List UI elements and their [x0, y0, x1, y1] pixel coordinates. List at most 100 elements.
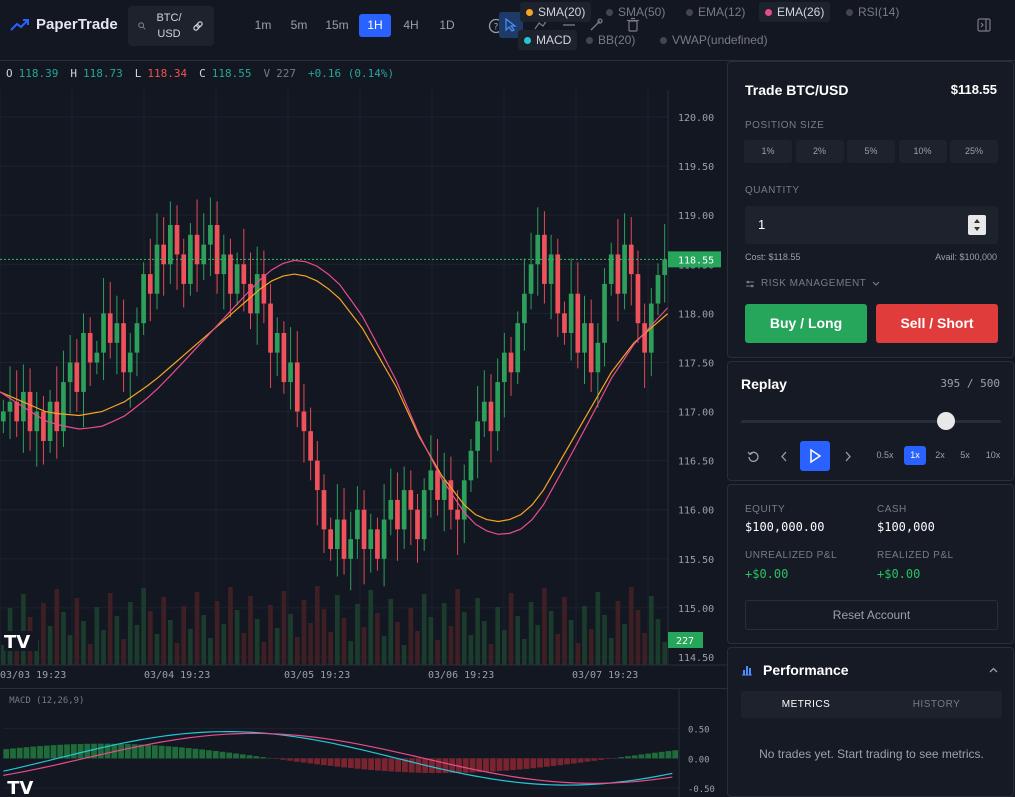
step-back-icon[interactable] [779, 451, 789, 462]
replay-speed-1x[interactable]: 1x [904, 446, 926, 465]
replay-slider-thumb[interactable] [937, 412, 956, 430]
performance-panel: Performance METRICS HISTORY No trades ye… [727, 647, 1014, 797]
indicator-toggle[interactable]: RSI(14) [840, 2, 905, 22]
candle-body [114, 323, 120, 343]
sma20-line [0, 273, 669, 523]
sidebar-toggle-icon[interactable] [977, 18, 991, 32]
macd-histogram-bar [280, 758, 287, 760]
position-size-button[interactable]: 25% [950, 140, 998, 163]
quantity-stepper[interactable] [968, 215, 986, 235]
volume-bar [34, 640, 40, 665]
timeframe-5m[interactable]: 5m [290, 18, 308, 32]
volume-bar [588, 629, 594, 665]
indicator-toggle[interactable]: BB(20) [580, 30, 641, 50]
trending-up-icon [10, 18, 29, 31]
indicator-color-dot [526, 8, 533, 16]
cash-value: $100,000 [877, 520, 935, 534]
volume-bar [67, 635, 73, 665]
macd-histogram-bar [354, 758, 361, 769]
close-value: 118.55 [211, 67, 252, 80]
candle-body [635, 274, 641, 324]
tradingview-logo-macd: TV [7, 778, 33, 797]
indicator-color-dot [586, 36, 593, 44]
reset-icon[interactable] [747, 450, 760, 463]
timeframe-15m[interactable]: 15m [325, 18, 349, 32]
replay-slider-track[interactable] [741, 420, 1001, 423]
quantity-label: QUANTITY [745, 185, 800, 196]
candle-body [274, 333, 280, 353]
risk-management-toggle[interactable]: RISK MANAGEMENT [745, 278, 880, 289]
macd-histogram-bar [469, 758, 476, 773]
volume-bar [234, 610, 240, 665]
macd-axis-label: -0.50 [688, 785, 715, 795]
ema26-line [0, 259, 669, 535]
volume-bar [294, 637, 300, 665]
chevron-up-icon[interactable] [989, 667, 998, 673]
indicator-toggle[interactable]: SMA(50) [600, 2, 671, 22]
volume-bar [595, 592, 601, 665]
ohlc-legend: O 118.39 H 118.73 L 118.34 C 118.55 V 227 +0.… [6, 67, 394, 80]
app-logo[interactable]: PaperTrade [10, 16, 118, 33]
brush-icon[interactable] [589, 18, 603, 32]
macd-histogram-bar [503, 758, 510, 771]
step-forward-icon[interactable] [843, 451, 853, 462]
macd-histogram-bar [456, 758, 462, 773]
horizontal-line-icon[interactable] [562, 18, 576, 32]
candle-body [181, 254, 187, 284]
candle-body [81, 333, 86, 392]
replay-speed-2x[interactable]: 2x [935, 450, 945, 460]
candle-body [395, 499, 400, 530]
volume-bar [575, 643, 581, 665]
volume-bar [221, 624, 227, 665]
price-chart[interactable]: 120.00119.50119.00118.50118.00117.50117.… [0, 90, 727, 688]
buy-long-button[interactable]: Buy / Long [745, 304, 867, 343]
replay-speed-10x[interactable]: 10x [985, 450, 1001, 460]
macd-histogram-bar [496, 758, 503, 772]
macd-histogram-bar [597, 758, 604, 760]
tab-metrics[interactable]: METRICS [741, 691, 871, 718]
volume-bar [562, 597, 567, 665]
quantity-input[interactable]: 1 [745, 206, 998, 244]
symbol-line-2: USD [157, 28, 181, 40]
macd-pane[interactable]: MACD (12,26,9) 0.50 0.00 -0.50 TV [0, 688, 727, 797]
volume-bar [481, 621, 487, 665]
macd-histogram-bar [374, 758, 381, 771]
indicator-toggle[interactable]: MACD [518, 30, 578, 50]
candle-body [622, 244, 627, 294]
signal-line [3, 732, 673, 784]
symbol-selector[interactable]: BTC/USD [128, 6, 214, 46]
candle-body [555, 254, 561, 314]
position-size-button[interactable]: 10% [898, 140, 947, 163]
candle-body [208, 225, 213, 245]
sell-short-button[interactable]: Sell / Short [876, 304, 998, 343]
macd-histogram-bar [631, 755, 638, 759]
timeframe-4H[interactable]: 4H [403, 18, 419, 32]
macd-histogram-bar [489, 758, 496, 772]
reset-account-button[interactable]: Reset Account [745, 600, 998, 630]
replay-speed-5x[interactable]: 5x [960, 450, 970, 460]
candle-body [281, 333, 287, 383]
replay-speed-0.5x[interactable]: 0.5x [876, 450, 894, 460]
position-size-button[interactable]: 2% [795, 140, 844, 163]
candle-body [1, 411, 6, 422]
candle-body [147, 274, 153, 294]
timeframe-1H[interactable]: 1H [359, 14, 391, 37]
indicator-toggle[interactable]: VWAP(undefined) [654, 30, 774, 50]
indicator-toggle[interactable]: SMA(20) [520, 2, 592, 22]
current-price-tag-bg [668, 251, 721, 268]
tab-history[interactable]: HISTORY [871, 691, 1002, 718]
indicator-toggle[interactable]: EMA(26) [759, 2, 831, 22]
timeframe-1D[interactable]: 1D [439, 18, 455, 32]
trash-icon[interactable] [626, 17, 640, 32]
timeframe-1m[interactable]: 1m [254, 18, 272, 32]
position-size-button[interactable]: 5% [847, 140, 895, 163]
trend-line-icon[interactable] [534, 18, 548, 32]
indicator-toggle[interactable]: EMA(12) [680, 2, 751, 22]
candle-body [174, 225, 180, 255]
position-size-button[interactable]: 1% [744, 140, 792, 163]
play-button[interactable] [800, 441, 830, 471]
candle-body [368, 529, 374, 549]
price-axis-label: 115.00 [678, 604, 714, 615]
candle-body [468, 450, 474, 481]
time-axis-label: 03/06 19:23 [428, 670, 494, 681]
